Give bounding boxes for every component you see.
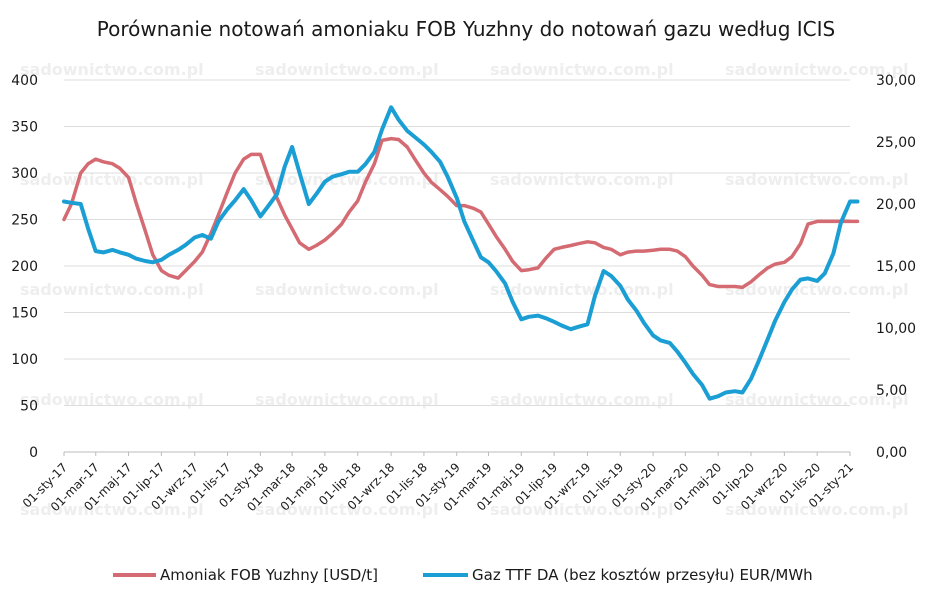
watermark-text: sadownictwo.com.pl: [490, 60, 674, 79]
y-left-tick-label: 50: [20, 399, 38, 415]
y-left-tick-label: 250: [11, 213, 38, 229]
watermark-text: sadownictwo.com.pl: [255, 500, 439, 519]
y-left-tick-label: 150: [11, 306, 38, 322]
y-left-tick-label: 0: [29, 445, 38, 461]
legend: Amoniak FOB Yuzhny [USD/t] Gaz TTF DA (be…: [113, 566, 813, 584]
watermark-text: sadownictwo.com.pl: [725, 500, 909, 519]
legend-label-gaz: Gaz TTF DA (bez kosztów przesyłu) EUR/MW…: [472, 566, 813, 584]
watermark-text: sadownictwo.com.pl: [20, 170, 204, 189]
y-left-tick-label: 300: [11, 166, 38, 182]
watermark-text: sadownictwo.com.pl: [490, 500, 674, 519]
y-left-tick-label: 100: [11, 352, 38, 368]
watermark-text: sadownictwo.com.pl: [20, 60, 204, 79]
watermark-text: sadownictwo.com.pl: [725, 390, 909, 409]
y-right-tick-label: 0,00: [876, 445, 907, 461]
watermark-text: sadownictwo.com.pl: [490, 170, 674, 189]
watermark-text: sadownictwo.com.pl: [725, 60, 909, 79]
y-right-tick-label: 5,00: [876, 383, 907, 399]
y-axis-left: 0 50 100 150 200 250 300 350 400: [11, 73, 38, 461]
y-axis-right: 0,00 5,00 10,00 15,00 20,00 25,00 30,00: [876, 73, 916, 461]
watermark-text: sadownictwo.com.pl: [255, 60, 439, 79]
y-right-tick-label: 30,00: [876, 73, 916, 89]
y-right-tick-label: 15,00: [876, 259, 916, 275]
watermark-text: sadownictwo.com.pl: [20, 390, 204, 409]
series-layer: [62, 105, 860, 401]
series-line-gaz: [62, 105, 860, 401]
y-left-tick-label: 200: [11, 259, 38, 275]
y-left-tick-label: 400: [11, 73, 38, 89]
watermark-text: sadownictwo.com.pl: [725, 170, 909, 189]
watermark-text: sadownictwo.com.pl: [255, 280, 439, 299]
y-right-tick-label: 25,00: [876, 135, 916, 151]
y-left-tick-label: 350: [11, 120, 38, 136]
watermark-text: sadownictwo.com.pl: [725, 280, 909, 299]
watermark-text: sadownictwo.com.pl: [20, 500, 204, 519]
watermark-text: sadownictwo.com.pl: [255, 390, 439, 409]
watermark-text: sadownictwo.com.pl: [490, 390, 674, 409]
chart-title: Porównanie notowań amoniaku FOB Yuzhny d…: [97, 17, 836, 41]
watermark-text: sadownictwo.com.pl: [20, 280, 204, 299]
watermark-text: sadownictwo.com.pl: [490, 280, 674, 299]
y-right-tick-label: 10,00: [876, 321, 916, 337]
legend-label-amoniak: Amoniak FOB Yuzhny [USD/t]: [160, 566, 378, 584]
y-right-tick-label: 20,00: [876, 197, 916, 213]
